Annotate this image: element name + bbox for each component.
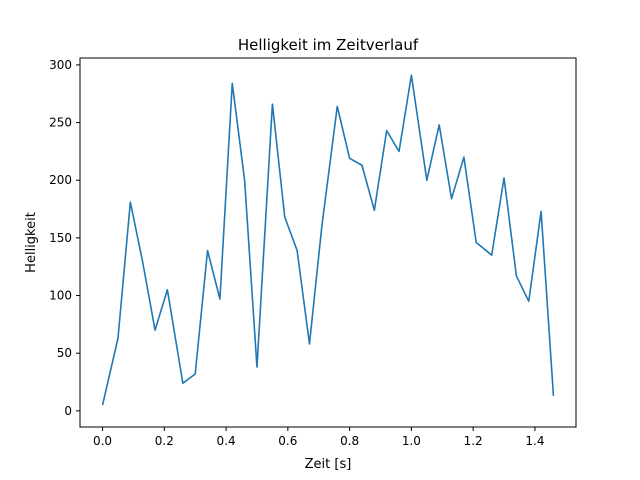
x-tick-label: 1.2 xyxy=(464,434,483,448)
y-tick-label: 0 xyxy=(64,404,72,418)
plot-frame xyxy=(79,57,577,428)
x-tick-label: 1.4 xyxy=(525,434,544,448)
x-axis-label: Zeit [s] xyxy=(305,457,352,472)
y-tick-label: 50 xyxy=(57,346,72,360)
ticks-layer: 0.0 0.2 0.4 0.6 0.8 1.0 1.2 1.4 0 50 100 150 200 250 3… xyxy=(49,58,544,448)
chart-title: Helligkeit im Zeitverlauf xyxy=(238,36,419,54)
y-tick-label: 200 xyxy=(49,173,72,187)
x-tick-label: 0.4 xyxy=(217,434,236,448)
y-tick-label: 250 xyxy=(49,116,72,130)
y-axis-label: Helligkeit xyxy=(24,212,39,273)
x-tick-label: 0.8 xyxy=(340,434,359,448)
y-tick-label: 300 xyxy=(49,58,72,72)
x-tick-label: 0.6 xyxy=(278,434,297,448)
x-tick-label: 0.0 xyxy=(93,434,112,448)
y-tick-label: 150 xyxy=(49,231,72,245)
x-tick-label: 1.0 xyxy=(402,434,421,448)
series-line-helligkeit xyxy=(101,74,555,406)
x-tick-label: 0.2 xyxy=(155,434,174,448)
y-tick-label: 100 xyxy=(49,289,72,303)
